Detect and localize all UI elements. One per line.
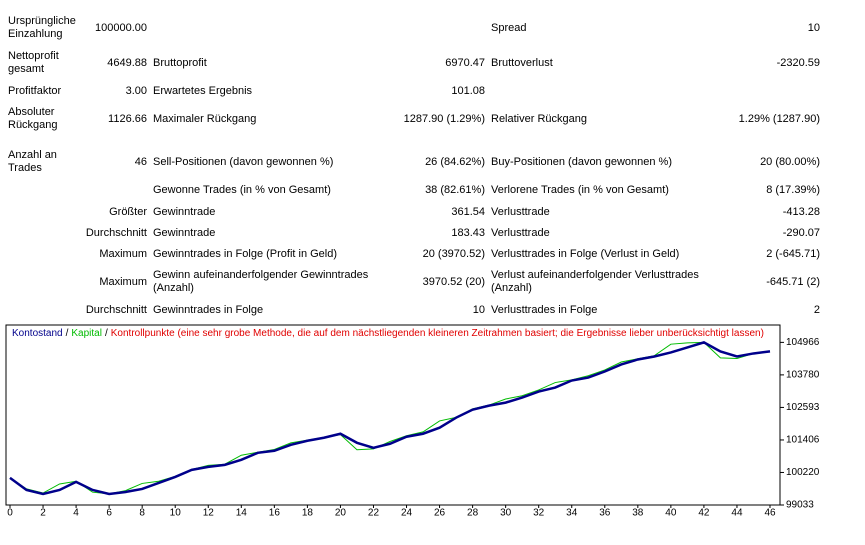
row-label: Maximaler Rückgang [153, 112, 257, 125]
legend: Kontostand / Kapital / Kontrollpunkte (eine … [12, 328, 764, 339]
row-label: Gewinntrades in Folge [153, 303, 264, 316]
plot-frame [5, 324, 781, 506]
x-tick-label: 16 [269, 508, 281, 519]
y-tick-label: 101406 [786, 435, 820, 446]
row-value: 20 (80.00%) [760, 155, 820, 168]
row-value: 6970.47 [445, 56, 485, 69]
row-label: Verlusttrade [491, 205, 550, 218]
row-value: -645.71 (2) [766, 275, 820, 288]
series-line [9, 341, 771, 496]
row-label: Verlorene Trades (in % von Gesamt) [491, 183, 669, 196]
x-tick-label: 32 [533, 508, 545, 519]
row-label: Gewinntrades in Folge (Profit in Geld) [153, 247, 338, 260]
row-label: Verlust aufeinanderfolgender Verlusttrad… [491, 269, 699, 294]
y-tick-label: 99033 [786, 500, 814, 511]
row-value: 1126.66 [108, 112, 147, 125]
y-tick-label: 104966 [786, 337, 820, 348]
legend-separator: / [66, 328, 69, 339]
row-value: Maximum [99, 247, 147, 260]
row-label: Profitfaktor [8, 84, 62, 97]
x-tick-label: 26 [434, 508, 446, 519]
row-value: 101.08 [451, 84, 485, 97]
row-value: 2 [813, 303, 820, 316]
row-value: 20 (3970.52) [422, 247, 485, 260]
x-tick-label: 24 [401, 508, 413, 519]
row-value: 10 [472, 303, 485, 316]
row-value: Maximum [99, 275, 147, 288]
row-label: Nettoprofit gesamt [8, 50, 59, 75]
row-value: 4649.88 [107, 56, 147, 69]
row-value: Durchschnitt [85, 303, 147, 316]
row-value: 3970.52 (20) [422, 275, 485, 288]
row-label: Absoluter Rückgang [8, 106, 58, 131]
row-value: 8 (17.39%) [766, 183, 820, 196]
row-label: Sell-Positionen (davon gewonnen %) [153, 155, 334, 168]
row-label: Gewinn aufeinanderfolgender Gewinntrades… [153, 269, 369, 294]
row-value: 183.43 [451, 226, 485, 239]
x-tick-label: 46 [764, 508, 776, 519]
row-label: Spread [491, 21, 527, 34]
y-tick-label: 100220 [786, 467, 820, 478]
y-tick-label: 102593 [786, 402, 820, 413]
row-label: Gewonne Trades (in % von Gesamt) [153, 183, 331, 196]
row-value: 2 (-645.71) [766, 247, 820, 260]
row-label: Gewinntrade [153, 226, 216, 239]
x-tick-label: 40 [665, 508, 677, 519]
x-tick-label: 10 [170, 508, 182, 519]
row-label: Buy-Positionen (davon gewonnen %) [491, 155, 673, 168]
x-tick-label: 14 [236, 508, 248, 519]
annotation: Kontrollpunkte (eine sehr grobe Methode,… [111, 328, 764, 339]
x-tick-label: 28 [467, 508, 479, 519]
x-tick-label: 22 [368, 508, 380, 519]
row-label: Bruttoprofit [153, 56, 207, 69]
row-value: -290.07 [782, 226, 820, 239]
x-tick-label: 8 [139, 508, 145, 519]
x-tick-label: 18 [302, 508, 314, 519]
row-value: Durchschnitt [85, 226, 147, 239]
row-label: Erwartetes Ergebnis [153, 84, 253, 97]
legend-entry: Kapital [71, 328, 102, 339]
x-tick-label: 44 [731, 508, 743, 519]
row-label: Verlusttrade [491, 226, 550, 239]
x-tick-label: 34 [566, 508, 578, 519]
row-label: Ursprüngliche Einzahlung [8, 15, 76, 40]
x-tick-label: 20 [335, 508, 347, 519]
row-label: Verlusttrades in Folge [491, 303, 598, 316]
x-tick-label: 4 [73, 508, 79, 519]
row-value: Größter [109, 205, 147, 218]
row-value: 361.54 [451, 205, 485, 218]
x-tick-label: 36 [599, 508, 611, 519]
row-value: 1287.90 (1.29%) [403, 112, 485, 125]
row-value: 1.29% (1287.90) [738, 112, 820, 125]
y-tick-label: 103780 [786, 370, 820, 381]
row-label: Bruttoverlust [491, 56, 553, 69]
legend-entry: Kontostand [12, 328, 63, 339]
x-tick-label: 0 [7, 508, 13, 519]
row-value: -2320.59 [776, 56, 820, 69]
row-value: 38 (82.61%) [425, 183, 485, 196]
row-value: 46 [134, 155, 147, 168]
row-value: 100000.00 [95, 21, 147, 34]
x-tick-label: 30 [500, 508, 512, 519]
row-value: 3.00 [125, 84, 147, 97]
row-label: Gewinntrade [153, 205, 216, 218]
row-value: 26 (84.62%) [425, 155, 485, 168]
x-tick-label: 6 [106, 508, 112, 519]
x-tick-label: 38 [632, 508, 644, 519]
x-tick-label: 12 [203, 508, 215, 519]
legend-separator: / [105, 328, 108, 339]
x-tick-label: 2 [40, 508, 46, 519]
row-label: Verlusttrades in Folge (Verlust in Geld) [491, 247, 680, 260]
row-value: -413.28 [782, 205, 820, 218]
x-tick-label: 42 [698, 508, 710, 519]
row-label: Relativer Rückgang [491, 112, 587, 125]
row-label: Anzahl an Trades [8, 149, 57, 174]
row-value: 10 [807, 21, 820, 34]
